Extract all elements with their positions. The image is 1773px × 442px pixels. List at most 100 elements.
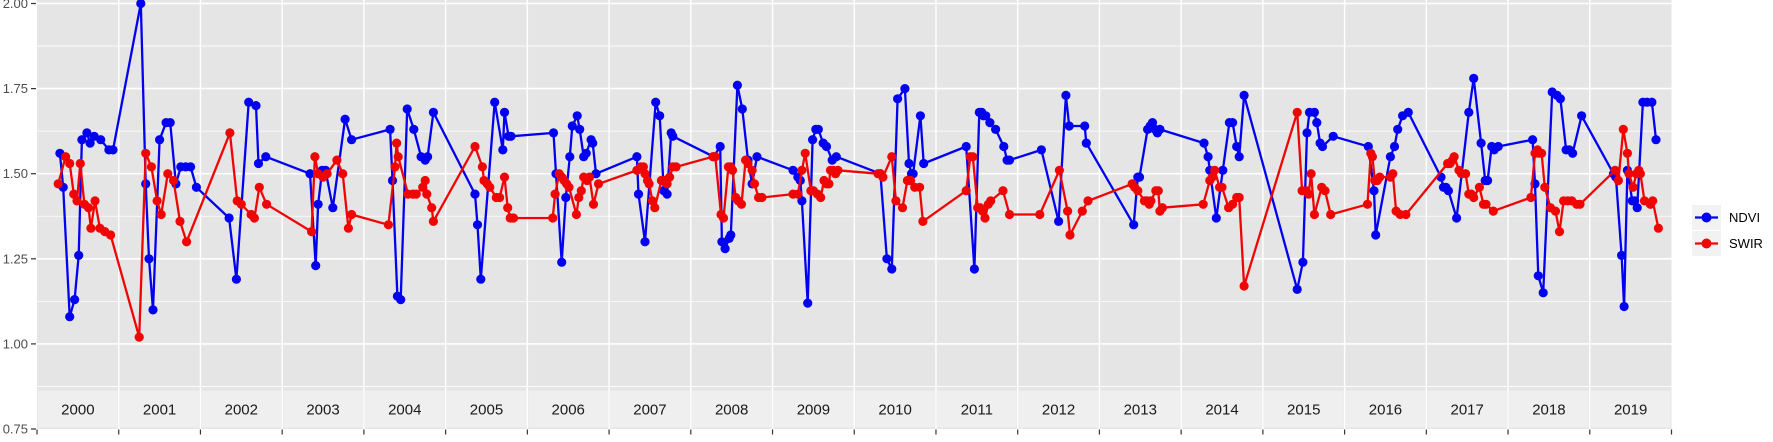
- swir-point: [338, 169, 348, 179]
- swir-point: [1054, 165, 1064, 175]
- year-strip: [119, 390, 200, 428]
- swir-point: [262, 199, 272, 209]
- ndvi-point: [999, 141, 1009, 152]
- ndvi-point: [191, 182, 201, 192]
- swir-point: [1653, 223, 1663, 233]
- swir-point: [485, 182, 495, 192]
- swir-point: [53, 179, 63, 189]
- ndvi-point: [969, 264, 980, 274]
- swir-point: [495, 192, 505, 203]
- swir-point: [503, 203, 513, 213]
- swir-point: [1157, 203, 1167, 213]
- ndvi-point: [165, 118, 175, 128]
- ndvi-point: [96, 135, 106, 145]
- year-strip: [446, 390, 527, 428]
- ndvi-point: [261, 152, 271, 162]
- swir-point: [61, 152, 71, 162]
- swir-point: [1133, 186, 1143, 196]
- ndvi-point: [347, 135, 357, 145]
- swir-point: [918, 216, 928, 226]
- year-strip: [1509, 390, 1589, 428]
- ndvi-point: [1129, 220, 1139, 230]
- year-strip: [1182, 390, 1262, 428]
- swir-point: [1198, 199, 1208, 209]
- swir-point: [1210, 165, 1220, 175]
- ndvi-point: [1452, 213, 1462, 223]
- ndvi-point: [1538, 288, 1548, 298]
- ndvi-point: [1064, 121, 1074, 131]
- ndvi-point: [1080, 121, 1090, 131]
- ndvi-point: [1619, 301, 1629, 312]
- year-strip: [1345, 390, 1426, 428]
- swir-point: [1461, 169, 1471, 179]
- ndvi-point: [797, 196, 807, 206]
- swir-point: [1540, 182, 1550, 192]
- swir-point: [665, 172, 675, 182]
- year-strip: [528, 390, 609, 428]
- ndvi-point: [385, 124, 395, 134]
- ndvi-point: [1385, 152, 1395, 162]
- swir-point: [383, 220, 393, 230]
- x-axis-label: 2017: [1451, 402, 1484, 419]
- ndvi-point: [1232, 141, 1242, 152]
- ndvi-point: [991, 124, 1001, 134]
- swir-point: [1613, 175, 1623, 186]
- swir-point: [1550, 206, 1561, 216]
- ndvi-point: [70, 295, 80, 305]
- ndvi-point: [1292, 284, 1302, 294]
- ndvi-point: [567, 121, 577, 131]
- swir-point: [1537, 148, 1547, 158]
- x-axis-label: 2018: [1532, 402, 1565, 419]
- swir-point: [1077, 206, 1087, 216]
- swir-point: [75, 158, 85, 169]
- ndvi-point: [1317, 141, 1328, 152]
- ndvi-point: [900, 84, 910, 94]
- ndvi-point: [1371, 230, 1381, 240]
- x-axis-label: 2014: [1205, 402, 1238, 419]
- ndvi-point: [882, 254, 892, 264]
- ndvi-point: [720, 244, 730, 254]
- swir-point: [411, 189, 421, 199]
- swir-point: [152, 196, 162, 206]
- ndvi-point: [831, 152, 841, 162]
- swir-point: [671, 162, 681, 172]
- ndvi-point: [476, 274, 486, 284]
- x-axis-label: 2010: [878, 402, 911, 419]
- swir-point: [146, 162, 156, 172]
- x-axis-label: 2016: [1369, 402, 1402, 419]
- swir-point: [1065, 230, 1075, 240]
- ndvi-point: [1443, 186, 1453, 196]
- ndvi-point: [490, 97, 500, 107]
- swir-point: [743, 158, 753, 169]
- ndvi-point: [1403, 107, 1413, 117]
- year-strip: [610, 390, 690, 428]
- swir-point: [343, 223, 353, 233]
- ndvi-point: [244, 97, 254, 107]
- ndvi-point: [77, 135, 87, 145]
- swir-point: [1292, 107, 1302, 117]
- swir-point: [797, 165, 807, 175]
- swir-point: [236, 199, 246, 209]
- swir-point: [1635, 169, 1645, 179]
- ndvi-point: [1651, 135, 1661, 145]
- swir-point: [141, 148, 151, 158]
- swir-point: [310, 152, 320, 162]
- swir-point: [1234, 192, 1244, 203]
- legend: NDVI SWIR: [1692, 205, 1763, 256]
- ndvi-point: [813, 124, 823, 134]
- swir-point: [1035, 209, 1045, 220]
- ndvi-point: [428, 107, 438, 117]
- swir-point: [182, 237, 192, 247]
- ndvi-point: [633, 189, 644, 199]
- swir-point: [980, 213, 990, 223]
- ndvi-point: [396, 295, 406, 305]
- swir-point: [1362, 199, 1373, 209]
- ndvi-point: [313, 199, 323, 209]
- swir-point: [134, 332, 144, 342]
- swir-point: [1554, 227, 1565, 237]
- swir-point: [428, 216, 438, 226]
- ndvi-point: [1134, 172, 1145, 182]
- x-axis-label: 2019: [1614, 402, 1647, 419]
- swir-point: [998, 186, 1008, 196]
- ndvi-point: [472, 220, 483, 230]
